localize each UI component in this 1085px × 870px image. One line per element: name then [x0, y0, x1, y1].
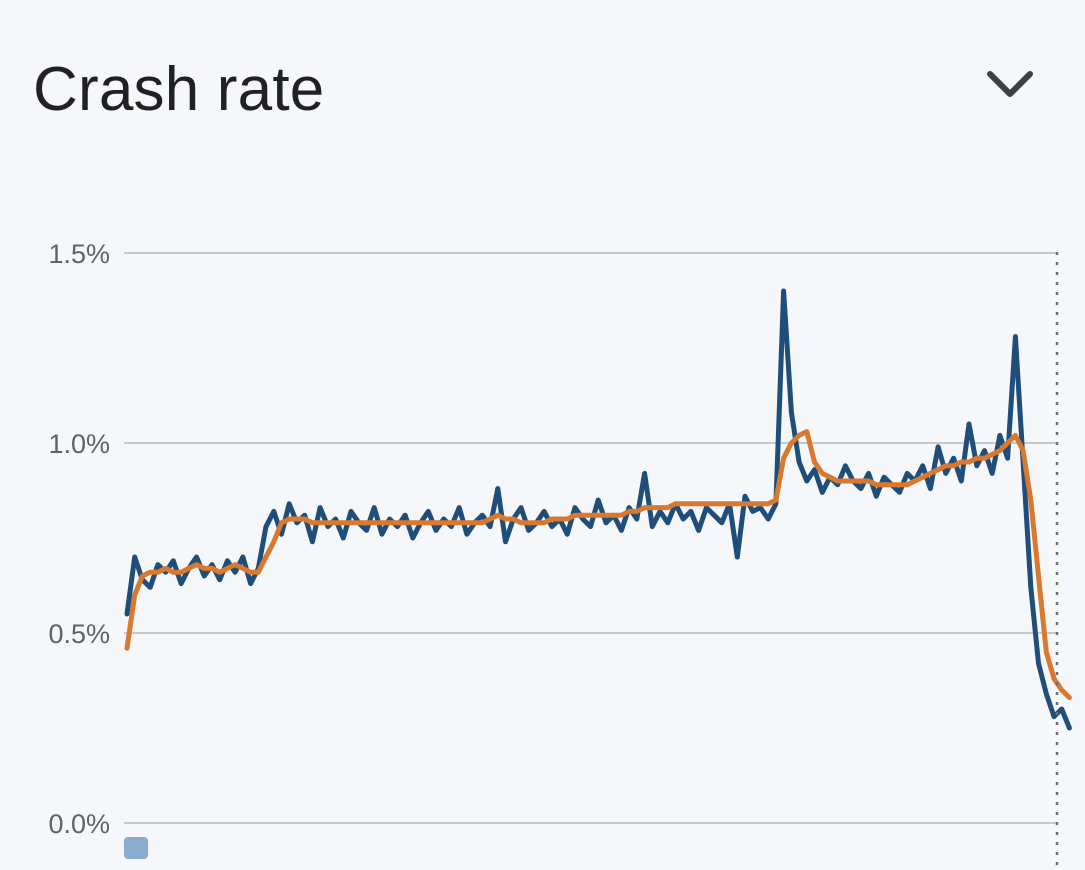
- expand-button[interactable]: [978, 56, 1042, 112]
- y-tick-label: 1.5%: [48, 239, 110, 269]
- series-layer: [124, 288, 1072, 731]
- chevron-down-icon: [987, 71, 1033, 97]
- grid-layer: 1.5% 1.0% 0.5% 0.0%: [48, 239, 1057, 839]
- trend-series-line: [124, 429, 1072, 701]
- daily-series-line: [124, 288, 1072, 731]
- card-title: Crash rate: [33, 55, 325, 124]
- y-tick-label: 0.0%: [48, 809, 110, 839]
- legend-swatch: [124, 837, 148, 859]
- y-tick-label: 0.5%: [48, 619, 110, 649]
- y-tick-label: 1.0%: [48, 429, 110, 459]
